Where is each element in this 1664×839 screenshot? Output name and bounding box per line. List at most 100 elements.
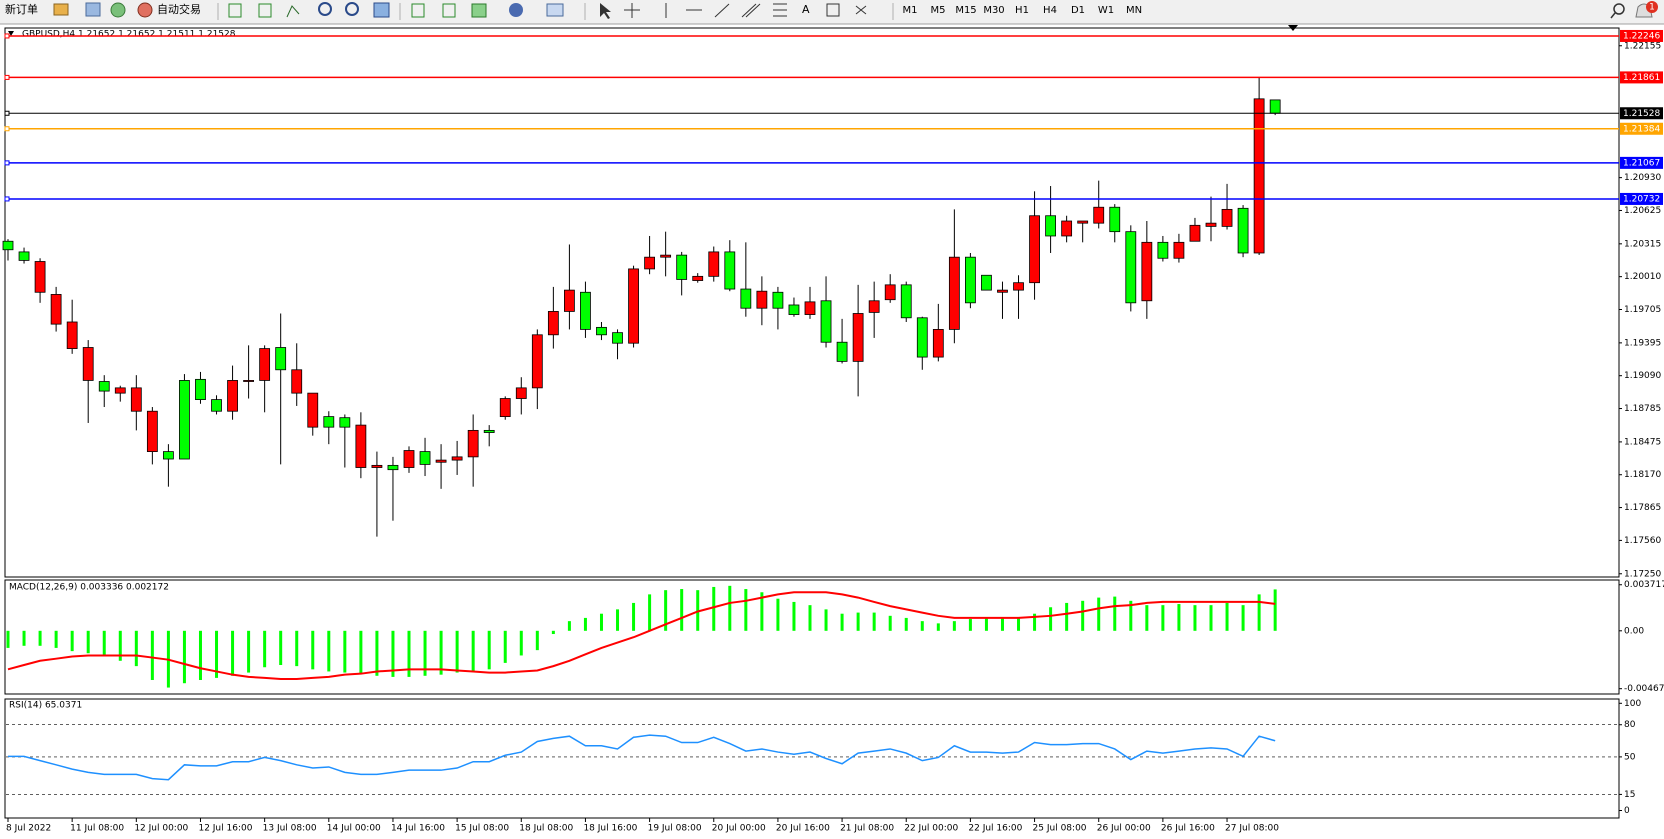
badge-count: 1 xyxy=(1649,3,1655,13)
timeframe-button[interactable]: W1 xyxy=(1098,5,1114,16)
timeframe-button[interactable]: M15 xyxy=(955,5,976,16)
fibo-tool[interactable] xyxy=(773,3,787,17)
icon[interactable] xyxy=(286,5,300,18)
macd-bar xyxy=(22,630,26,646)
macd-bar xyxy=(134,630,138,667)
candle-body xyxy=(98,381,110,392)
macd-bar xyxy=(1209,605,1213,631)
candle-body xyxy=(1205,222,1217,227)
icon[interactable] xyxy=(442,3,456,18)
macd-bar xyxy=(1193,605,1197,631)
macd-bar xyxy=(1017,617,1021,631)
zoom-out[interactable] xyxy=(345,2,359,16)
candle-body xyxy=(162,451,174,460)
trendline-tool[interactable] xyxy=(714,3,730,18)
macd-bar xyxy=(1097,597,1101,631)
macd-bar xyxy=(952,621,956,631)
macd-bar xyxy=(1049,607,1053,631)
tile[interactable] xyxy=(373,2,390,18)
macd-bar xyxy=(904,617,908,631)
candle-body xyxy=(981,274,992,291)
search[interactable] xyxy=(1613,3,1625,15)
timeframe-button[interactable]: M30 xyxy=(983,5,1004,16)
line-handle xyxy=(4,160,10,166)
timeframe-button[interactable]: MN xyxy=(1126,5,1142,16)
y-tick-label: 1.17865 xyxy=(1624,503,1661,513)
candle-body xyxy=(1269,99,1281,114)
candle-body xyxy=(66,321,78,349)
candle-body xyxy=(211,399,222,412)
macd-bar xyxy=(359,630,363,674)
y-tick-label: 0 xyxy=(1624,806,1630,816)
y-tick-label: 1.17250 xyxy=(1624,569,1661,579)
price-label-box xyxy=(1620,192,1663,205)
candle-body xyxy=(1029,215,1040,284)
candle-body xyxy=(1109,206,1121,233)
candle-body xyxy=(323,416,335,428)
candle-body xyxy=(355,424,367,468)
x-tick-label: 14 Jul 00:00 xyxy=(327,824,381,834)
macd-bar xyxy=(760,592,764,631)
new-order-button[interactable]: 新订单 xyxy=(5,2,38,16)
y-tick-label: 1.19705 xyxy=(1624,305,1661,315)
icon[interactable] xyxy=(411,3,425,18)
chart-title: GBPUSD,H4 1.21652 1.21652 1.21511 1.2152… xyxy=(22,30,236,40)
timeframe-button[interactable]: H4 xyxy=(1043,5,1057,16)
label-tool[interactable] xyxy=(826,3,840,17)
y-tick-label: 1.20315 xyxy=(1624,239,1661,249)
signal-line xyxy=(7,591,1276,681)
candle-body xyxy=(1141,241,1153,302)
icon[interactable] xyxy=(53,3,69,16)
candle-body xyxy=(499,398,511,418)
candle-body xyxy=(1221,208,1233,227)
icon[interactable] xyxy=(228,3,242,18)
candle-body xyxy=(868,300,880,313)
timeframe-button[interactable]: M5 xyxy=(931,5,946,16)
icon[interactable] xyxy=(85,2,101,17)
macd-bar xyxy=(664,590,668,631)
timeframe-button[interactable]: M1 xyxy=(903,5,918,16)
x-tick-label: 20 Jul 16:00 xyxy=(776,824,830,834)
macd-bar xyxy=(118,630,122,661)
line-handle xyxy=(4,126,10,132)
macd-bar xyxy=(215,630,219,678)
macd-bar xyxy=(1129,600,1133,631)
auto-trading-button[interactable]: 自动交易 xyxy=(157,2,201,16)
candle-body xyxy=(804,301,816,315)
auto-trading-icon[interactable] xyxy=(137,2,153,18)
macd-bar xyxy=(968,619,972,631)
timeframe-button[interactable]: D1 xyxy=(1071,5,1085,16)
x-tick-label: 19 Jul 08:00 xyxy=(648,824,702,834)
candle-body xyxy=(900,284,912,319)
crosshair-tool[interactable] xyxy=(624,3,640,18)
channel-tool[interactable] xyxy=(741,3,761,18)
indicators[interactable] xyxy=(471,3,487,18)
search xyxy=(1610,12,1616,19)
macd-bar xyxy=(247,630,251,673)
macd-bar xyxy=(551,630,555,635)
macd-bar xyxy=(503,630,507,663)
x-tick-label: 20 Jul 00:00 xyxy=(712,824,766,834)
candle-body xyxy=(820,300,832,343)
candle-body xyxy=(291,369,303,394)
candle-body xyxy=(708,251,720,277)
zoom-in[interactable] xyxy=(318,2,332,16)
cursor-tool[interactable] xyxy=(600,3,611,19)
icon[interactable] xyxy=(258,3,272,18)
macd-bar xyxy=(1177,604,1181,631)
badge xyxy=(1646,1,1658,13)
timeframe-button[interactable]: H1 xyxy=(1015,5,1029,16)
macd-bar xyxy=(840,613,844,631)
text-tool[interactable]: A xyxy=(802,3,810,16)
macd-bar xyxy=(808,605,812,631)
price-label: 1.21861 xyxy=(1623,73,1660,83)
macd-bar xyxy=(198,630,202,680)
icon[interactable] xyxy=(110,2,126,18)
macd-bar xyxy=(680,589,684,631)
templates[interactable] xyxy=(546,3,564,17)
line-handle xyxy=(4,196,10,202)
candle-body xyxy=(114,387,126,394)
macd-bar xyxy=(920,621,924,631)
periods[interactable] xyxy=(509,3,523,17)
arrows-tool[interactable] xyxy=(855,5,867,15)
